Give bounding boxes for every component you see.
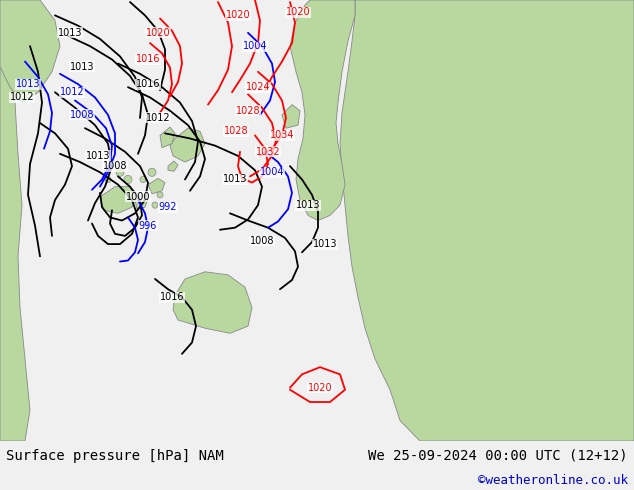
Text: 1012: 1012 (10, 93, 34, 102)
Text: 1013: 1013 (313, 239, 337, 249)
Text: 1008: 1008 (70, 110, 94, 120)
Circle shape (152, 202, 158, 208)
Polygon shape (100, 187, 138, 213)
Polygon shape (282, 104, 300, 128)
Polygon shape (173, 272, 252, 333)
Text: 1008: 1008 (250, 236, 275, 246)
Text: 1012: 1012 (60, 87, 84, 98)
Text: Surface pressure [hPa] NAM: Surface pressure [hPa] NAM (6, 449, 224, 463)
Text: 1013: 1013 (16, 79, 40, 89)
Text: 1020: 1020 (286, 7, 310, 17)
Text: 1000: 1000 (126, 192, 150, 202)
Text: 1034: 1034 (269, 130, 294, 140)
Polygon shape (160, 127, 175, 147)
Text: 1013: 1013 (295, 200, 320, 210)
Circle shape (105, 176, 111, 183)
Circle shape (140, 176, 146, 183)
Polygon shape (148, 178, 165, 194)
Text: 1012: 1012 (146, 113, 171, 123)
Polygon shape (340, 0, 634, 441)
Text: 1032: 1032 (256, 147, 280, 157)
Text: 1016: 1016 (136, 54, 160, 65)
Polygon shape (290, 0, 355, 220)
Text: 1013: 1013 (70, 62, 94, 72)
Text: 1013: 1013 (223, 174, 247, 184)
Circle shape (124, 175, 132, 184)
Text: 1020: 1020 (146, 28, 171, 38)
Text: 1028: 1028 (224, 126, 249, 136)
Polygon shape (0, 0, 30, 441)
Text: 1020: 1020 (226, 10, 250, 21)
Text: 996: 996 (139, 220, 157, 231)
Text: 1028: 1028 (236, 106, 261, 116)
Text: We 25-09-2024 00:00 UTC (12+12): We 25-09-2024 00:00 UTC (12+12) (368, 449, 628, 463)
Text: 1013: 1013 (86, 151, 110, 161)
Circle shape (148, 168, 156, 176)
Text: 1020: 1020 (307, 383, 332, 392)
Text: 1013: 1013 (58, 28, 82, 38)
Polygon shape (0, 0, 60, 102)
Circle shape (157, 192, 163, 198)
Text: 1008: 1008 (103, 161, 127, 171)
Text: 1004: 1004 (243, 41, 268, 51)
Text: 1024: 1024 (246, 82, 270, 92)
Text: 1016: 1016 (136, 79, 160, 89)
Circle shape (116, 168, 124, 176)
Text: ©weatheronline.co.uk: ©weatheronline.co.uk (477, 474, 628, 487)
Text: 1016: 1016 (160, 293, 184, 302)
Text: 992: 992 (158, 202, 178, 212)
Polygon shape (170, 128, 205, 162)
Polygon shape (168, 161, 178, 172)
Text: 1004: 1004 (260, 167, 284, 177)
Polygon shape (135, 195, 148, 209)
